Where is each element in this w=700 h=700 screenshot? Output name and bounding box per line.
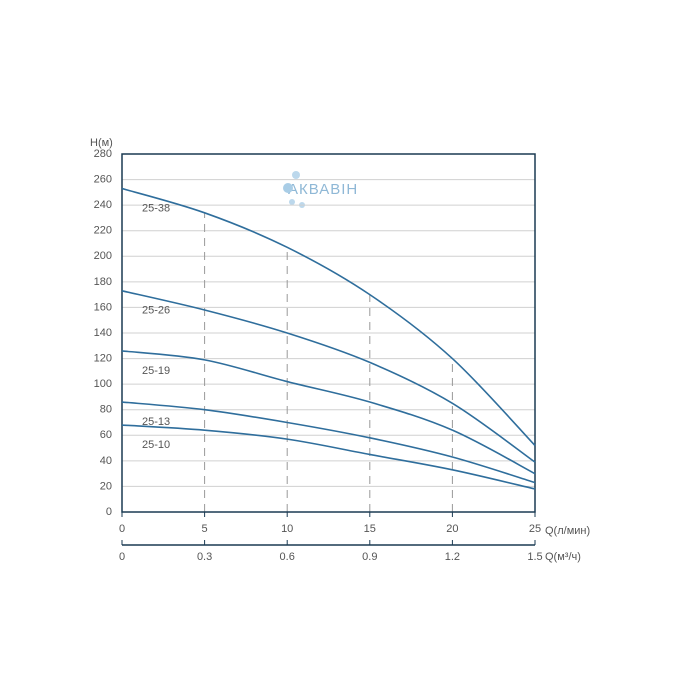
y-tick-label: 140 xyxy=(94,327,112,339)
x2-tick-label: 0 xyxy=(119,551,125,563)
y-tick-label: 240 xyxy=(94,199,112,211)
plot-frame xyxy=(121,153,536,513)
x-tick-label: 15 xyxy=(364,523,376,535)
x2-tick-label: 1.5 xyxy=(527,551,542,563)
logo-bubble xyxy=(289,199,295,205)
x-tick-label: 25 xyxy=(529,523,541,535)
watermark: АКВАВІН xyxy=(288,181,358,198)
x2-axis-label: Q(м³/ч) xyxy=(545,551,581,563)
x-tick-label: 0 xyxy=(119,523,125,535)
series-line xyxy=(121,401,536,484)
y-tick-label: 100 xyxy=(94,378,112,390)
y-tick-label: 280 xyxy=(94,148,112,160)
y-tick-label: 180 xyxy=(94,276,112,288)
y-tick-label: 40 xyxy=(100,455,112,467)
y-tick-label: 120 xyxy=(94,352,112,364)
x-tick-label: 5 xyxy=(202,523,208,535)
x2-tick-label: 0.6 xyxy=(280,551,295,563)
x2-tick-label: 0.3 xyxy=(197,551,212,563)
y-tick-label: 200 xyxy=(94,250,112,262)
y-tick-label: 220 xyxy=(94,225,112,237)
series-line xyxy=(121,424,536,490)
series-label: 25-10 xyxy=(142,439,170,451)
series-line xyxy=(121,187,536,447)
x2-tick-label: 0.9 xyxy=(362,551,377,563)
series-label: 25-26 xyxy=(142,305,170,317)
series-line xyxy=(121,290,536,463)
series-label: 25-38 xyxy=(142,202,170,214)
y-tick-label: 60 xyxy=(100,429,112,441)
y-tick-label: 260 xyxy=(94,173,112,185)
x-tick-label: 10 xyxy=(281,523,293,535)
y-tick-label: 80 xyxy=(100,404,112,416)
logo-bubble xyxy=(292,171,300,179)
series-label: 25-13 xyxy=(142,416,170,428)
y-tick-label: 20 xyxy=(100,480,112,492)
series-line xyxy=(121,350,536,475)
logo-bubble xyxy=(283,183,293,193)
y-tick-label: 0 xyxy=(106,506,112,518)
y-axis-label: H(м) xyxy=(90,137,113,149)
y-tick-label: 160 xyxy=(94,301,112,313)
series-label: 25-19 xyxy=(142,365,170,377)
x-tick-label: 20 xyxy=(446,523,458,535)
x2-tick-label: 1.2 xyxy=(445,551,460,563)
x-axis-label: Q(л/мин) xyxy=(545,525,590,537)
